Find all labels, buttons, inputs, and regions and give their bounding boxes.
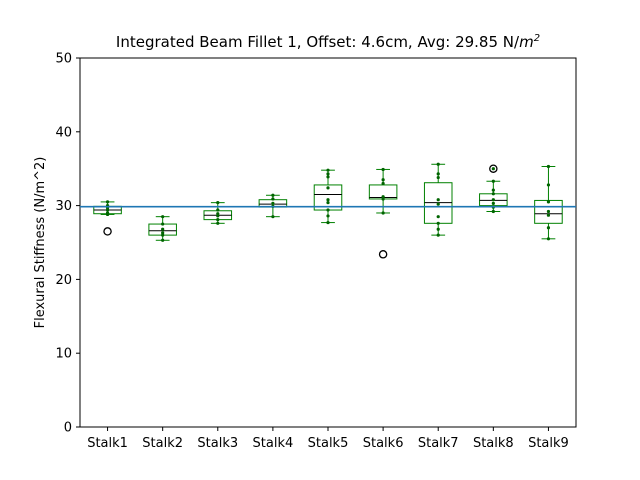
data-point xyxy=(436,215,440,219)
x-tick-label: Stalk3 xyxy=(197,436,238,451)
outlier-marker xyxy=(103,227,112,236)
y-tick-label: 20 xyxy=(55,273,72,288)
data-point xyxy=(381,167,385,172)
data-point xyxy=(436,227,440,231)
data-point xyxy=(381,195,385,199)
data-point xyxy=(436,202,440,206)
chart-title-unit: m xyxy=(519,33,534,51)
data-point xyxy=(161,231,165,235)
data-point xyxy=(491,209,495,214)
data-point xyxy=(546,226,551,230)
data-point xyxy=(326,201,330,205)
data-point xyxy=(546,200,551,204)
chart-title-main: Integrated Beam Fillet 1, Offset: 4.6cm,… xyxy=(116,33,520,51)
data-point xyxy=(216,208,220,212)
data-point xyxy=(216,201,220,205)
data-point xyxy=(491,201,495,205)
data-point xyxy=(271,193,275,197)
y-tick-label: 50 xyxy=(55,52,72,67)
data-point xyxy=(105,211,110,215)
data-point xyxy=(491,198,495,202)
data-point xyxy=(216,212,220,216)
data-point xyxy=(161,233,165,237)
y-tick-label: 0 xyxy=(64,421,72,436)
data-point xyxy=(271,201,275,205)
data-point xyxy=(546,237,551,241)
data-point xyxy=(216,218,220,222)
data-point xyxy=(326,172,330,176)
data-point xyxy=(436,172,440,176)
plot-area: 0 10 20 30 40 50 Stalk1 Stalk2 Stalk3 Stalk4 Stalk… xyxy=(55,52,577,451)
data-point xyxy=(436,221,440,225)
outlier-marker xyxy=(489,164,498,173)
plot-frame xyxy=(79,57,577,428)
data-point xyxy=(161,227,165,231)
y-tick-label: 10 xyxy=(55,347,72,362)
data-point xyxy=(326,175,330,179)
data-point xyxy=(436,198,440,202)
data-point xyxy=(546,164,551,169)
data-point xyxy=(161,222,165,226)
data-point xyxy=(381,211,385,215)
data-point xyxy=(326,168,330,172)
data-point xyxy=(546,183,551,187)
x-tick-label: Stalk5 xyxy=(308,436,349,451)
outlier-marker xyxy=(378,250,388,259)
data-point xyxy=(216,221,220,225)
data-point xyxy=(326,220,330,225)
data-point xyxy=(216,214,220,218)
x-tick-label: Stalk8 xyxy=(473,436,514,451)
x-tick-label: Stalk1 xyxy=(87,436,128,451)
data-point xyxy=(381,181,385,186)
x-tick-label: Stalk6 xyxy=(363,436,404,451)
data-point xyxy=(161,238,165,242)
y-tick-label: 40 xyxy=(55,125,72,140)
data-point xyxy=(436,162,440,166)
x-tick-label: Stalk9 xyxy=(528,436,569,451)
x-tick-label: Stalk7 xyxy=(418,436,459,451)
data-point xyxy=(161,215,165,219)
chart-title: Integrated Beam Fillet 1, Offset: 4.6cm,… xyxy=(116,33,540,51)
data-point xyxy=(436,233,440,237)
chart-title-unit-exponent: 2 xyxy=(534,33,540,44)
x-tick-label: Stalk2 xyxy=(142,436,183,451)
data-point xyxy=(546,209,551,214)
data-point xyxy=(326,198,330,202)
x-tick-label: Stalk4 xyxy=(253,436,294,451)
data-point xyxy=(491,179,495,183)
data-point xyxy=(381,178,385,182)
data-point xyxy=(105,208,110,212)
data-point xyxy=(105,200,110,204)
data-point xyxy=(326,214,330,218)
data-point xyxy=(546,213,551,217)
data-point xyxy=(491,167,495,171)
data-point xyxy=(271,215,275,219)
data-point xyxy=(491,188,495,192)
data-point xyxy=(271,197,275,201)
y-axis-label: Flexural Stiffness (N/m^2) xyxy=(33,157,48,329)
data-point xyxy=(326,186,330,190)
data-point xyxy=(491,192,495,196)
y-tick-label: 30 xyxy=(55,199,72,214)
data-point xyxy=(326,208,330,212)
data-point xyxy=(381,197,385,201)
data-point xyxy=(436,175,440,180)
